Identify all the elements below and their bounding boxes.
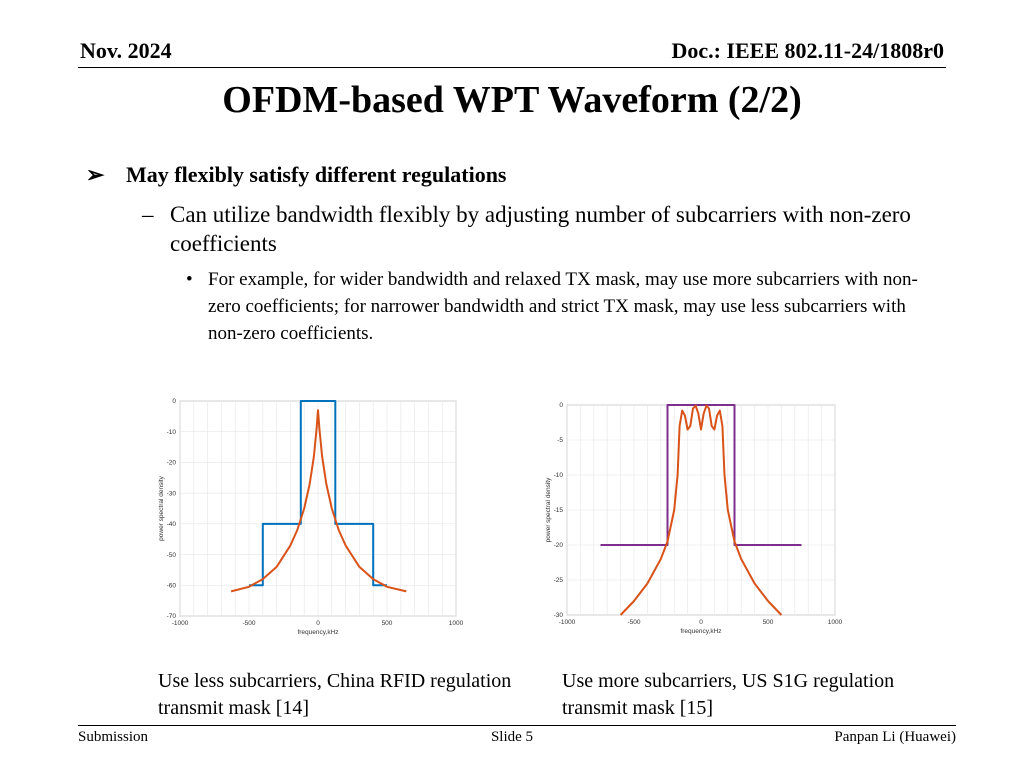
y-tick-label: 0 [559,402,563,409]
bullet-level-3-text: For example, for wider bandwidth and rel… [208,269,918,344]
y-tick-label: -20 [554,542,564,549]
slide-title: OFDM-based WPT Waveform (2/2) [222,79,802,121]
y-axis-label: power spectral density [545,477,552,542]
x-tick-label: 0 [699,619,703,626]
x-tick-label: -500 [242,620,255,627]
y-tick-label: -70 [167,613,177,620]
chart-us-s1g-mask: -1000 -500 0 500 1000 0 -5 -10 -15 -20 -25 -30 frequ… [545,402,843,635]
bullet-level-1-text: May flexibly satisfy different regulatio… [126,162,507,187]
bullet-level-3: • For example, for wider bandwidth and r… [186,266,926,347]
caption-left: Use less subcarriers, China RFID regulat… [158,670,512,719]
y-axis-label: power spectral density [158,475,165,540]
dash-bullet-icon: – [142,202,154,227]
x-tick-label: 500 [382,620,393,627]
chart-china-rfid-mask: -1000 -500 0 500 1000 0 -10 -20 -30 -40 -50 -60 -70 f… [158,398,464,636]
x-tick-label: 1000 [828,619,843,626]
y-tick-label: -25 [554,577,564,584]
x-tick-label: 0 [316,620,320,627]
series-psd-line [230,409,407,593]
header-date: Nov. 2024 [80,38,172,63]
y-tick-label: -30 [554,612,564,619]
footer-slide-number: Slide 5 [490,729,534,745]
y-tick-label: -10 [554,472,564,479]
y-tick-label: -50 [167,552,177,559]
arrow-bullet-icon: ➢ [86,162,105,187]
footer-author: Panpan Li (Huawei) [834,729,956,745]
y-tick-label: -30 [167,490,177,497]
header-doc-id: Doc.: IEEE 802.11-24/1808r0 [671,38,944,63]
x-tick-label: -500 [627,619,640,626]
y-tick-label: -60 [167,582,177,589]
bullet-level-2: – Can utilize bandwidth flexibly by adju… [142,200,922,258]
y-tick-label: -10 [167,429,177,436]
y-tick-label: -40 [167,521,177,528]
series-mask-line [249,400,387,587]
x-tick-label: -1000 [172,620,189,627]
y-tick-label: -20 [167,460,177,467]
x-tick-label: 1000 [449,620,464,627]
header-divider [78,67,946,68]
x-axis-label: frequency,kHz [297,629,338,636]
bullet-level-1: ➢ May flexibly satisfy different regulat… [86,162,507,188]
caption-right: Use more subcarriers, US S1G regulation … [562,670,895,719]
series-psd-line [619,404,783,616]
y-tick-label: 0 [172,398,176,405]
x-tick-label: 500 [763,619,774,626]
footer-submission: Submission [78,729,149,745]
bullet-level-2-text: Can utilize bandwidth flexibly by adjust… [170,202,911,256]
footer-divider [78,725,956,726]
y-tick-label: -5 [557,437,563,444]
x-axis-label: frequency,kHz [680,628,721,635]
y-tick-label: -15 [554,507,564,514]
dot-bullet-icon: • [186,269,193,290]
x-tick-label: -1000 [559,619,576,626]
series-mask-line [600,404,802,546]
